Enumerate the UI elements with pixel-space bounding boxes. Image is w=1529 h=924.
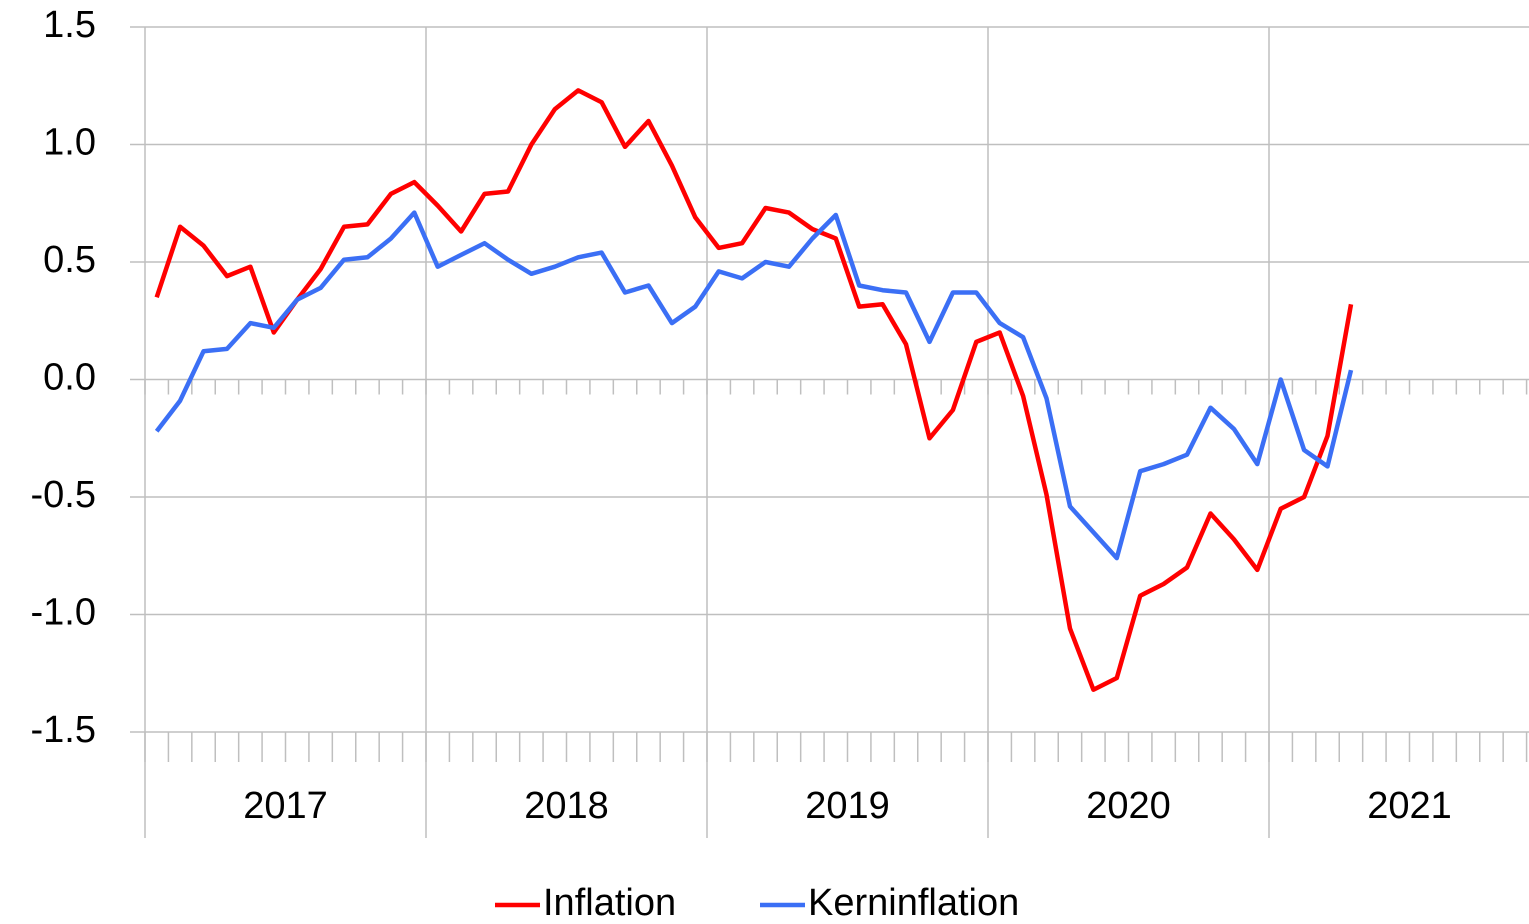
x-group-label: 2018 — [524, 785, 609, 827]
y-tick-label: 1.5 — [43, 4, 96, 46]
legend-label: Inflation — [543, 882, 676, 924]
x-group-label: 2019 — [805, 785, 890, 827]
data-line — [154, 210, 1354, 561]
y-tick-label: 0.0 — [43, 357, 96, 399]
x-group-label: 2017 — [243, 785, 328, 827]
y-tick-label: -1.0 — [31, 592, 96, 634]
y-tick-label: -0.5 — [31, 474, 96, 516]
y-tick-label: 0.5 — [43, 239, 96, 281]
x-group-label: 2021 — [1367, 785, 1452, 827]
x-group-label: 2020 — [1086, 785, 1171, 827]
y-tick-label: 1.0 — [43, 122, 96, 164]
legend-label: Kerninflation — [808, 882, 1019, 924]
data-line — [154, 88, 1354, 692]
y-tick-label: -1.5 — [31, 709, 96, 751]
